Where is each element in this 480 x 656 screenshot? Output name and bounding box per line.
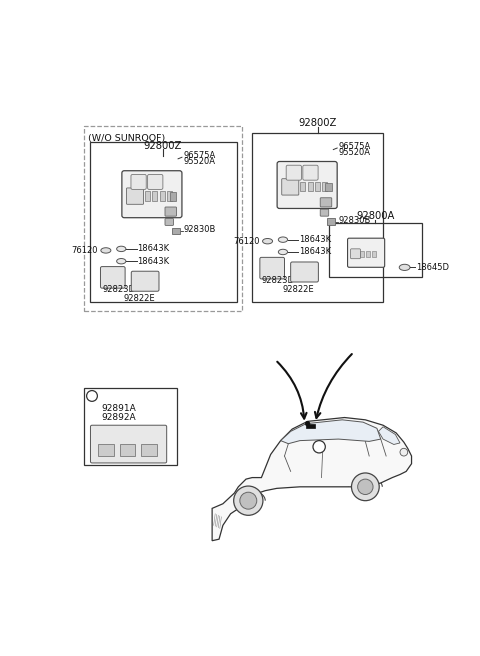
- FancyBboxPatch shape: [127, 188, 144, 204]
- Ellipse shape: [278, 237, 288, 242]
- Text: a: a: [89, 392, 95, 400]
- Bar: [172, 228, 180, 234]
- Bar: [84, 388, 177, 465]
- Bar: [372, 251, 376, 256]
- Text: 76120: 76120: [233, 237, 260, 246]
- Text: 18643K: 18643K: [137, 256, 169, 266]
- Text: 76120: 76120: [72, 246, 98, 255]
- Bar: [90, 142, 237, 302]
- Bar: [98, 445, 114, 456]
- Text: 92822E: 92822E: [123, 295, 155, 304]
- FancyBboxPatch shape: [286, 165, 301, 180]
- FancyBboxPatch shape: [100, 266, 125, 288]
- Bar: [169, 192, 176, 201]
- Circle shape: [400, 448, 408, 456]
- Text: 18645D: 18645D: [416, 263, 449, 272]
- Bar: [84, 127, 242, 311]
- FancyBboxPatch shape: [351, 249, 360, 258]
- FancyBboxPatch shape: [282, 178, 299, 195]
- Ellipse shape: [101, 248, 111, 253]
- Ellipse shape: [263, 239, 273, 244]
- Text: 96575A: 96575A: [339, 142, 371, 151]
- Circle shape: [358, 479, 373, 495]
- Text: a: a: [316, 442, 322, 451]
- Text: 95520A: 95520A: [339, 148, 371, 157]
- Circle shape: [86, 390, 97, 401]
- FancyBboxPatch shape: [320, 209, 329, 216]
- Bar: [322, 182, 327, 192]
- Bar: [315, 182, 320, 192]
- FancyBboxPatch shape: [303, 165, 318, 180]
- Bar: [120, 445, 135, 456]
- Text: 18643K: 18643K: [299, 235, 331, 244]
- Ellipse shape: [278, 249, 288, 255]
- Text: 96575A: 96575A: [183, 152, 216, 160]
- FancyBboxPatch shape: [291, 262, 318, 282]
- Text: 95520A: 95520A: [183, 157, 216, 167]
- Bar: [325, 183, 332, 192]
- FancyBboxPatch shape: [90, 425, 167, 463]
- Circle shape: [305, 421, 310, 426]
- FancyBboxPatch shape: [320, 197, 332, 207]
- Polygon shape: [281, 420, 381, 443]
- Text: 92800A: 92800A: [356, 211, 395, 221]
- FancyBboxPatch shape: [165, 218, 173, 226]
- Text: 92822E: 92822E: [283, 285, 314, 294]
- Bar: [327, 218, 335, 224]
- Ellipse shape: [399, 264, 410, 270]
- Text: 92830B: 92830B: [183, 225, 216, 234]
- FancyBboxPatch shape: [131, 271, 159, 291]
- Ellipse shape: [117, 258, 126, 264]
- Polygon shape: [212, 417, 411, 541]
- Bar: [306, 424, 315, 428]
- Bar: [141, 445, 156, 456]
- Circle shape: [234, 486, 263, 516]
- FancyBboxPatch shape: [348, 238, 384, 267]
- Bar: [160, 192, 165, 201]
- FancyBboxPatch shape: [277, 161, 337, 209]
- Bar: [360, 251, 364, 256]
- Circle shape: [351, 473, 379, 501]
- Bar: [366, 251, 370, 256]
- Text: (W/O SUNROOF): (W/O SUNROOF): [88, 134, 166, 143]
- Bar: [145, 192, 150, 201]
- Bar: [308, 182, 312, 192]
- Text: 18643K: 18643K: [137, 245, 169, 253]
- FancyBboxPatch shape: [260, 257, 285, 279]
- Bar: [300, 182, 305, 192]
- Text: 92800Z: 92800Z: [144, 142, 182, 152]
- Circle shape: [240, 492, 257, 509]
- Text: 92892A: 92892A: [101, 413, 136, 422]
- FancyBboxPatch shape: [122, 171, 182, 218]
- Text: 92800Z: 92800Z: [299, 118, 337, 129]
- FancyBboxPatch shape: [131, 174, 146, 190]
- Text: 92823D: 92823D: [262, 276, 294, 285]
- Text: 92891A: 92891A: [101, 404, 136, 413]
- Bar: [252, 133, 383, 302]
- FancyBboxPatch shape: [147, 174, 163, 190]
- Text: 92823D: 92823D: [102, 285, 135, 294]
- Text: 92830B: 92830B: [339, 216, 371, 224]
- Ellipse shape: [117, 246, 126, 252]
- Circle shape: [313, 441, 325, 453]
- Text: 18643K: 18643K: [299, 247, 331, 256]
- Bar: [153, 192, 157, 201]
- Polygon shape: [378, 427, 400, 445]
- Bar: [167, 192, 172, 201]
- FancyBboxPatch shape: [165, 207, 177, 216]
- Bar: [329, 224, 421, 277]
